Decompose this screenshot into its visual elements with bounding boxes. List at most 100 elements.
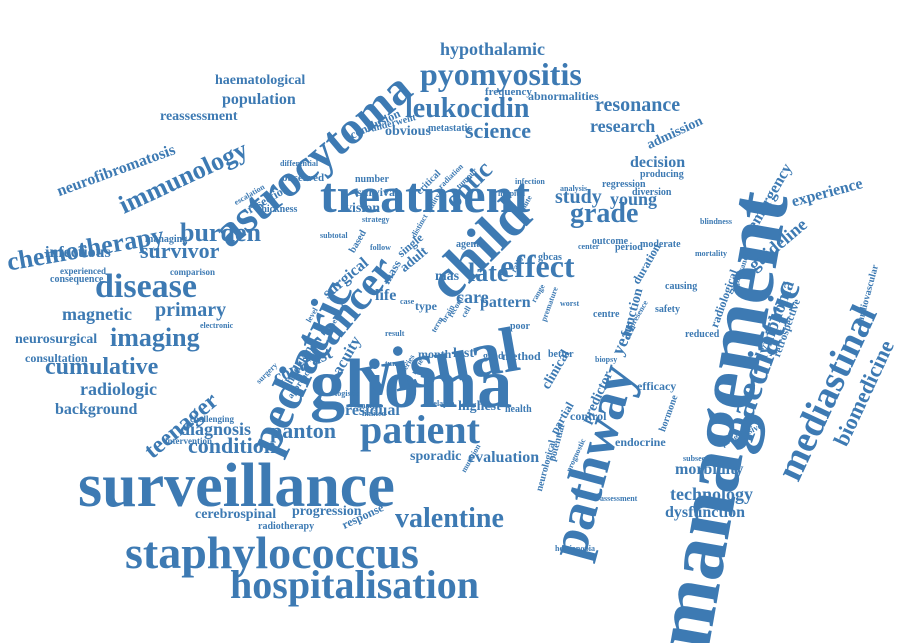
word-infection: infection <box>515 177 545 186</box>
word-burden: burden <box>180 218 261 247</box>
word-morbidity: morbidity <box>675 461 744 478</box>
word-comparison: comparison <box>170 267 215 277</box>
word-sporadic: sporadic <box>410 449 462 464</box>
word-control: control <box>570 409 607 423</box>
word-centre: centre <box>593 309 620 320</box>
word-care: care <box>456 287 489 307</box>
word-glioma: glioma <box>310 346 513 423</box>
word-pattern: pattern <box>480 294 531 311</box>
word-intervention: intervention <box>165 436 212 446</box>
word-hospitalisation: hospitalisation <box>230 562 479 607</box>
word-leukocidin: leukocidin <box>405 93 530 124</box>
word-experience: experience <box>789 175 865 211</box>
word-type: type <box>415 299 437 313</box>
word-staphylococcus: staphylococcus <box>125 527 419 578</box>
word-abnormalities: abnormalities <box>528 89 599 103</box>
word-good: good <box>483 351 504 362</box>
word-result: result <box>385 329 405 338</box>
word-hospital: hospital <box>498 189 526 198</box>
word-relapse: relapse <box>430 399 455 408</box>
word-hypothalamic: hypothalamic <box>440 39 546 59</box>
word-cumulative: cumulative <box>45 354 159 380</box>
word-managing: managing <box>145 234 188 245</box>
word-reduced: reduced <box>685 329 720 340</box>
word-worst: worst <box>560 299 580 308</box>
word-obvious: obvious <box>385 124 431 139</box>
word-surveillance: surveillance <box>78 452 395 520</box>
word-science: science <box>465 118 531 143</box>
word-grade: grade <box>570 198 639 229</box>
word-background: background <box>55 401 138 418</box>
word-mortality: mortality <box>695 249 727 258</box>
word-imaging: imaging <box>110 323 200 352</box>
word-primary: primary <box>155 299 227 321</box>
word-subtotal: subtotal <box>320 231 348 240</box>
word-life: life <box>375 287 397 304</box>
word-patient: patient <box>360 407 480 452</box>
word-month: month <box>418 347 452 361</box>
word-blindness: blindness <box>700 217 733 226</box>
word-challenging: challenging <box>190 414 235 424</box>
word-cell: cell <box>459 304 473 319</box>
word-decision: decision <box>630 154 686 171</box>
word-method: method <box>502 349 541 363</box>
word-study: study <box>555 186 602 208</box>
word-frequency: frequency <box>485 86 532 98</box>
word-magnetic: magnetic <box>62 304 132 324</box>
word-health: health <box>505 404 532 415</box>
word-follow: follow <box>370 243 391 252</box>
word-infectious: infectious <box>45 244 111 261</box>
word-residual: residual <box>345 402 400 419</box>
word-hemianopia: hemianopia <box>555 544 596 553</box>
word-disease: disease <box>95 268 197 305</box>
word-reassessment: reassessment <box>160 109 238 124</box>
word-range: range <box>529 282 547 304</box>
word-agent: agent <box>456 239 480 250</box>
word-differential: differential <box>280 159 319 168</box>
word-causing: causing <box>665 281 698 292</box>
word-gbcas: gbcas <box>538 252 562 263</box>
word-young: young <box>610 189 658 209</box>
word-mas: mas <box>435 269 460 284</box>
word-research: research <box>590 116 656 136</box>
word-analyse: analyse <box>357 401 383 410</box>
word-valentine: valentine <box>395 503 504 534</box>
word-tumor: tumor <box>385 359 407 368</box>
word-logistic: logistic <box>335 389 359 398</box>
word-population: population <box>222 91 296 108</box>
word-biopsy: biopsy <box>595 355 618 364</box>
word-treatment: treatment <box>320 167 531 223</box>
word-diagnosis: diagnosis <box>180 419 252 439</box>
word-experienced: experienced <box>60 266 106 276</box>
word-evaluation: evaluation <box>468 449 540 466</box>
word-consequence: consequence <box>50 274 104 285</box>
word-radiologic: radiologic <box>80 379 157 399</box>
word-subsequent: subsequent <box>683 454 722 463</box>
word-regression: regression <box>602 179 646 190</box>
word-neurosurgical: neurosurgical <box>15 332 98 347</box>
word-haematological: haematological <box>215 73 306 88</box>
word-pyomyositis: pyomyositis <box>420 56 582 92</box>
word-dysfunction: dysfunction <box>665 504 746 521</box>
word-consultation: consultation <box>25 351 88 365</box>
word-panton: panton <box>270 418 337 443</box>
word-efficacy: efficacy <box>637 379 677 393</box>
word-observed: observed <box>282 172 325 184</box>
word-number: number <box>355 174 389 185</box>
word-survivor: survivor <box>140 238 220 263</box>
word-producing: producing <box>640 169 684 180</box>
word-condition: condition <box>188 433 277 458</box>
word-lost: lost <box>453 346 474 361</box>
word-period: period <box>615 242 643 253</box>
word-case: case <box>400 297 415 306</box>
word-progression: progression <box>292 504 362 519</box>
word-limited: limited <box>362 409 386 418</box>
word-outcome: outcome <box>592 236 629 247</box>
word-endocrine: endocrine <box>615 435 666 449</box>
word-diversion: diversion <box>632 187 672 198</box>
word-better: better <box>548 349 574 360</box>
word-resonance: resonance <box>595 94 681 116</box>
word-survival: survival <box>357 185 399 199</box>
word-electronic: electronic <box>200 321 234 330</box>
